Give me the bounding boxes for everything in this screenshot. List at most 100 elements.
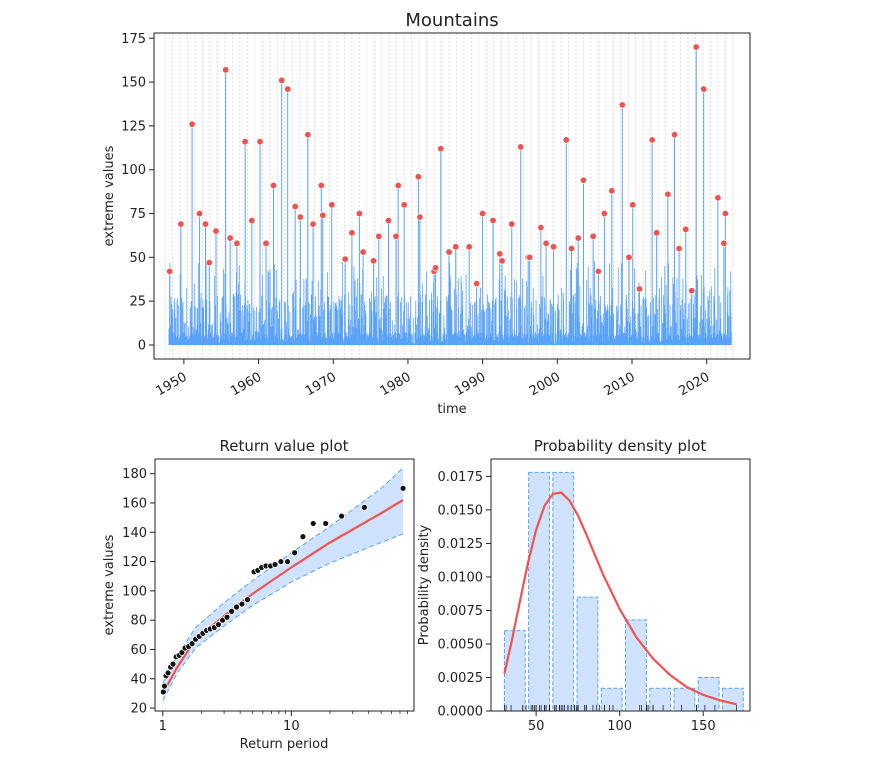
- extreme-marker: [328, 201, 336, 209]
- extreme-marker: [720, 239, 728, 247]
- observation-point: [223, 613, 231, 621]
- observation-point: [271, 561, 279, 568]
- extreme-marker: [589, 232, 597, 240]
- extreme-points: [166, 43, 729, 295]
- y-tick-label: 0.0050: [438, 637, 484, 652]
- extreme-marker: [400, 201, 408, 209]
- observation-point: [161, 682, 168, 690]
- extreme-marker: [375, 232, 383, 240]
- band-area: [162, 467, 404, 701]
- y-tick-label: 0.0125: [438, 537, 484, 552]
- extreme-marker: [309, 220, 317, 228]
- density-y-ticks: 0.0000 0.0025 0.0050 0.0075 0.0100 0.0125 0.01…: [438, 470, 491, 720]
- extreme-marker: [618, 101, 626, 109]
- extreme-marker: [542, 239, 550, 247]
- observation-point: [399, 484, 407, 492]
- extreme-marker: [284, 85, 292, 93]
- return-x-label: Return period: [240, 737, 329, 752]
- observation-point: [159, 688, 167, 696]
- fit-line: [161, 499, 404, 694]
- extreme-marker: [262, 239, 270, 247]
- y-tick-label: 50: [129, 251, 146, 266]
- extreme-marker: [489, 217, 497, 225]
- density-plot-title: Probability density plot: [534, 437, 707, 455]
- observation-point: [188, 640, 196, 648]
- extreme-marker: [473, 280, 481, 288]
- x-tick-label: 2020: [676, 370, 712, 400]
- histogram-bar: [697, 676, 720, 712]
- y-tick-label: 40: [130, 672, 147, 687]
- extreme-marker: [304, 131, 312, 139]
- extreme-marker: [370, 257, 378, 265]
- density-y-label: Probability density: [417, 524, 432, 645]
- extreme-marker: [675, 245, 683, 253]
- extreme-marker: [579, 176, 587, 184]
- observed-points: [159, 484, 407, 696]
- y-tick-label: 80: [130, 614, 147, 629]
- observation-point: [164, 669, 172, 677]
- y-tick-label: 120: [122, 555, 147, 570]
- histogram-bars: [503, 471, 744, 712]
- extreme-marker: [537, 224, 545, 232]
- fit-curve: [161, 499, 404, 694]
- extreme-marker: [269, 181, 277, 189]
- extreme-marker: [222, 66, 230, 74]
- observation-point: [215, 621, 222, 628]
- observation-point: [338, 512, 345, 520]
- extreme-marker: [574, 234, 582, 242]
- density-x-ticks: 50 100 150: [528, 711, 716, 734]
- y-tick-label: 160: [122, 496, 147, 511]
- histogram-bar: [552, 471, 575, 712]
- x-tick-label: 1950: [154, 370, 190, 400]
- extreme-marker: [394, 181, 402, 189]
- plot-frame: [153, 32, 751, 360]
- observation-point: [322, 520, 330, 527]
- histogram-bar: [503, 630, 526, 712]
- y-tick-label: 140: [122, 526, 147, 541]
- y-tick-label: 180: [122, 467, 147, 482]
- extreme-marker: [653, 229, 661, 237]
- extreme-marker: [550, 243, 558, 251]
- extreme-marker: [721, 210, 729, 218]
- y-axis-ticks: 0 25 50 75 100 125 150 175: [121, 32, 154, 353]
- extreme-marker: [445, 248, 453, 256]
- extreme-marker: [226, 234, 234, 242]
- extreme-marker: [212, 227, 220, 235]
- return-plot-title: Return value plot: [219, 437, 348, 455]
- signal-trace: [168, 261, 732, 345]
- x-tick-label: 1970: [303, 370, 339, 400]
- histogram-bar: [673, 687, 696, 712]
- extreme-marker: [682, 225, 690, 233]
- histogram-bar: [528, 471, 550, 712]
- extreme-marker: [416, 213, 424, 221]
- x-tick-label: 1960: [228, 370, 264, 400]
- extreme-marker: [562, 136, 570, 144]
- observation-point: [309, 520, 317, 527]
- x-tick-label: 1990: [452, 370, 488, 400]
- x-tick-label: 100: [607, 719, 632, 734]
- extreme-marker: [517, 143, 525, 151]
- observation-point: [284, 558, 291, 565]
- y-tick-label: 0.0075: [438, 604, 484, 619]
- extreme-marker: [355, 210, 363, 218]
- histogram-bar: [721, 687, 744, 712]
- pdf-curve: [503, 491, 737, 706]
- y-tick-label: 175: [121, 32, 146, 47]
- extreme-marker: [496, 250, 504, 258]
- extreme-marker: [432, 264, 440, 272]
- rug-marks: [504, 705, 737, 711]
- extreme-marker: [664, 190, 672, 198]
- return-x-ticks: 1 10: [159, 711, 408, 734]
- y-axis-label: extreme values: [102, 145, 117, 246]
- return-value-panel: Return value plot 20 40 60 80 100 120 140 160 18…: [102, 437, 415, 752]
- extreme-marker: [278, 76, 286, 84]
- observation-point: [277, 558, 285, 565]
- x-tick-label: 1: [159, 719, 167, 734]
- extreme-marker: [692, 43, 700, 51]
- extreme-marker: [348, 229, 356, 237]
- extreme-marker: [671, 131, 679, 139]
- histogram-bar: [576, 596, 599, 712]
- observation-point: [360, 503, 368, 511]
- y-tick-label: 0: [138, 338, 146, 353]
